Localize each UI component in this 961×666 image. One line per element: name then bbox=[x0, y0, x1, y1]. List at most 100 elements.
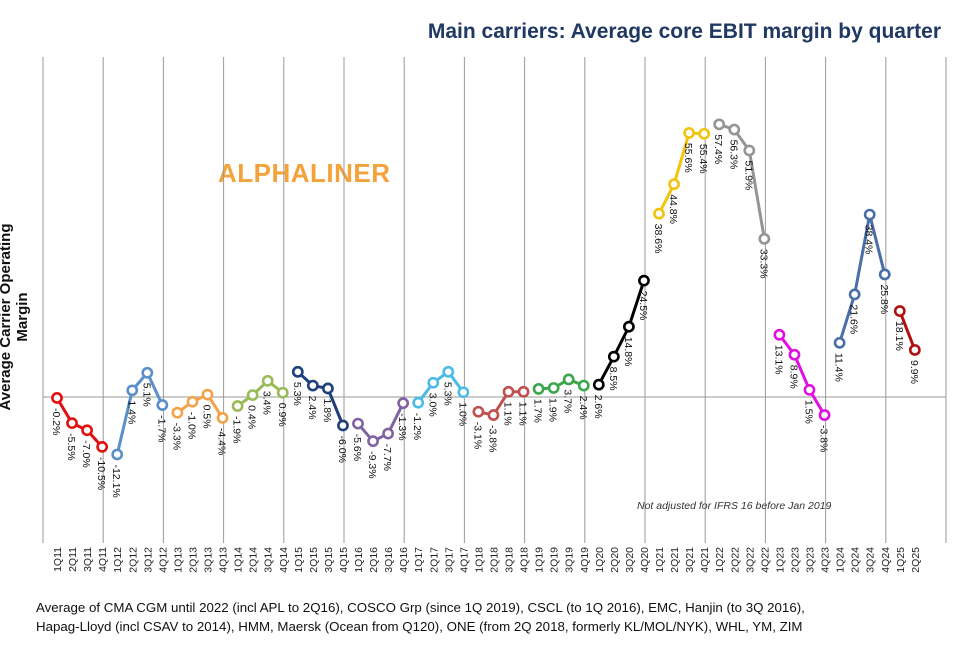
x-tick-label: 2Q14 bbox=[248, 547, 260, 573]
data-label: 24.5% bbox=[637, 291, 649, 321]
data-label: -1.3% bbox=[396, 413, 408, 440]
data-label: 14.8% bbox=[622, 337, 634, 367]
data-label: -7.7% bbox=[381, 444, 393, 471]
data-label: 38.6% bbox=[652, 224, 664, 254]
x-tick-label: 3Q17 bbox=[443, 547, 455, 573]
series-line-2014 bbox=[236, 379, 284, 408]
data-point bbox=[382, 427, 394, 440]
data-point bbox=[803, 383, 816, 396]
x-tick-label: 3Q21 bbox=[684, 547, 696, 573]
x-tick-label: 2Q20 bbox=[609, 547, 621, 573]
data-point bbox=[186, 395, 199, 408]
data-label: 3.4% bbox=[261, 391, 273, 415]
data-point bbox=[321, 382, 334, 395]
data-label: 5.3% bbox=[291, 382, 303, 406]
grid-lines bbox=[42, 57, 947, 543]
data-label: 2.4% bbox=[306, 396, 318, 420]
data-point bbox=[893, 305, 906, 317]
data-point bbox=[442, 365, 455, 378]
data-point bbox=[111, 448, 124, 461]
data-point bbox=[863, 208, 876, 221]
data-point bbox=[201, 388, 214, 401]
data-point bbox=[487, 409, 500, 421]
data-label: 1.7% bbox=[532, 399, 544, 423]
data-label: -0.2% bbox=[50, 408, 62, 435]
data-point bbox=[833, 336, 846, 349]
series-line-2025 bbox=[898, 310, 917, 351]
data-point bbox=[306, 379, 319, 392]
data-point bbox=[517, 385, 530, 398]
data-point bbox=[502, 385, 515, 398]
data-labels: -0.2%-5.5% -7.0%-10.5% -12.1% 1.4%5.1%-1.7%… bbox=[50, 134, 920, 497]
x-tick-label: 4Q12 bbox=[157, 547, 169, 573]
x-tick-label: 4Q11 bbox=[97, 547, 109, 572]
data-label: -3.8% bbox=[486, 425, 498, 452]
data-point bbox=[412, 396, 425, 409]
x-tick-label: 2Q23 bbox=[789, 547, 801, 573]
x-tick-label: 2Q25 bbox=[910, 547, 922, 573]
x-tick-label: 1Q14 bbox=[233, 547, 245, 573]
x-tick-label: 2Q21 bbox=[669, 547, 681, 573]
x-tick-label: 4Q22 bbox=[759, 547, 771, 573]
x-tick-label: 2Q16 bbox=[368, 547, 380, 573]
data-point bbox=[397, 397, 410, 410]
series-line-2013 bbox=[176, 393, 224, 419]
data-label: 33.3% bbox=[757, 249, 769, 279]
data-point bbox=[216, 411, 229, 424]
data-label: 1.5% bbox=[803, 400, 815, 424]
data-point bbox=[653, 207, 665, 220]
x-tick-label: 2Q24 bbox=[850, 547, 862, 573]
data-label: -12.1% bbox=[110, 464, 122, 497]
x-tick-label: 2Q22 bbox=[729, 547, 741, 573]
data-point bbox=[367, 435, 379, 448]
x-axis-ticks: 1Q11 2Q11 3Q11 4Q11 1Q12 2Q12 3Q12 4Q12 1Q13 2Q13… bbox=[52, 547, 922, 573]
data-point bbox=[577, 379, 590, 392]
x-tick-label: 1Q13 bbox=[172, 547, 184, 573]
x-tick-label: 3Q13 bbox=[203, 547, 215, 573]
data-label: 3.0% bbox=[426, 393, 438, 417]
data-point bbox=[337, 419, 349, 432]
series-line-2015 bbox=[296, 370, 345, 427]
data-label: 38.4% bbox=[863, 225, 875, 255]
data-point bbox=[171, 406, 184, 419]
data-label: 3.7% bbox=[562, 389, 574, 413]
series-line-2016 bbox=[356, 402, 405, 443]
data-point bbox=[908, 344, 921, 356]
x-tick-label: 2Q19 bbox=[549, 547, 561, 573]
data-point bbox=[728, 123, 741, 136]
data-point bbox=[156, 399, 169, 411]
series-line-2011 bbox=[55, 397, 104, 448]
data-point bbox=[291, 365, 304, 378]
data-label: 0.9% bbox=[276, 403, 288, 427]
data-label: -1.2% bbox=[411, 413, 423, 440]
data-label: 18.1% bbox=[893, 321, 905, 351]
x-tick-label: 3Q16 bbox=[383, 547, 395, 573]
data-label: -9.3% bbox=[366, 451, 378, 478]
data-point bbox=[788, 348, 801, 361]
data-point bbox=[457, 386, 470, 399]
x-tick-label: 3Q19 bbox=[564, 547, 576, 573]
data-point bbox=[96, 440, 109, 453]
data-point bbox=[668, 178, 680, 191]
x-tick-label: 4Q18 bbox=[519, 547, 531, 573]
x-tick-label: 1Q24 bbox=[835, 547, 847, 573]
x-tick-label: 3Q23 bbox=[805, 547, 817, 573]
data-point bbox=[126, 384, 139, 397]
x-tick-label: 3Q22 bbox=[744, 547, 756, 573]
x-tick-label: 4Q14 bbox=[278, 547, 290, 573]
data-label: 57.4% bbox=[712, 134, 724, 164]
data-point bbox=[261, 374, 274, 387]
data-label: 5.3% bbox=[441, 382, 453, 406]
data-point bbox=[683, 126, 695, 139]
data-label: 56.3% bbox=[727, 140, 739, 170]
series-line-2017 bbox=[417, 370, 465, 404]
data-label: 1.4% bbox=[125, 400, 137, 424]
x-tick-label: 2Q12 bbox=[127, 547, 139, 573]
data-point bbox=[66, 417, 78, 430]
data-label: 11.4% bbox=[833, 353, 845, 382]
data-point bbox=[818, 409, 831, 421]
x-tick-label: 2Q15 bbox=[308, 547, 320, 573]
x-tick-label: 4Q24 bbox=[880, 547, 892, 573]
x-tick-label: 3Q20 bbox=[624, 547, 636, 573]
x-tick-label: 3Q11 bbox=[82, 547, 94, 572]
